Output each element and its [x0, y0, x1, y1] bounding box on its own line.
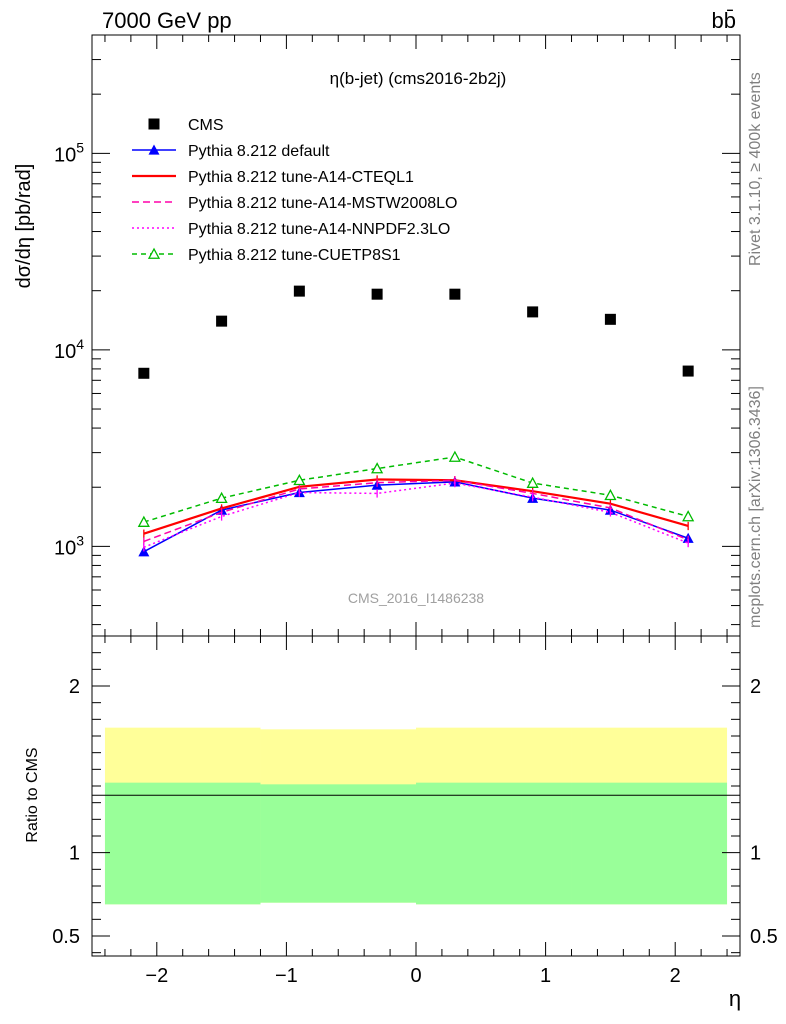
y-tick-label: 2	[69, 676, 80, 698]
series-line	[143, 456, 689, 523]
series-line	[143, 482, 689, 548]
energy-label: 7000 GeV pp	[102, 8, 232, 33]
series-cuetp8s1	[137, 450, 695, 527]
legend: CMS Pythia 8.212 default Pythia 8.212 tune…	[132, 117, 457, 264]
series-cms	[138, 285, 694, 379]
data-point	[148, 118, 160, 130]
data-point	[293, 473, 306, 486]
legend-label: Pythia 8.212 tune-A14-NNPDF2.3LO	[188, 221, 450, 238]
series-a14_nnpdf	[143, 478, 689, 552]
y-tick-label: 105	[54, 139, 84, 166]
legend-label: CMS	[188, 117, 224, 134]
main-series	[137, 285, 695, 557]
x-tick-label: 1	[540, 965, 551, 987]
y-tick-label: 1	[750, 843, 761, 865]
x-tick-label: 2	[670, 965, 681, 987]
y-tick-label: 0.5	[52, 926, 80, 948]
data-point	[293, 285, 305, 297]
legend-label: Pythia 8.212 tune-A14-CTEQL1	[188, 169, 414, 186]
legend-item-a14_mstw: Pythia 8.212 tune-A14-MSTW2008LO	[132, 195, 457, 212]
data-point	[137, 515, 150, 527]
legend-item-cuetp8s1: Pythia 8.212 tune-CUETP8S1	[132, 247, 401, 264]
series-line	[143, 478, 689, 535]
ratio-band-inner	[260, 784, 416, 903]
y-tick-label: 103	[54, 532, 84, 559]
legend-item-default: Pythia 8.212 default	[132, 143, 330, 160]
data-point	[138, 367, 150, 379]
y-tick-label: 104	[54, 336, 84, 363]
data-point	[682, 510, 695, 522]
series-line	[143, 481, 689, 553]
ratio-band-inner	[416, 782, 572, 905]
data-point	[148, 144, 160, 155]
data-point	[682, 365, 694, 377]
ratio-panel: −2 −1 0 1 2 0.5 0.5 1 1 2 2 Ratio to CMS η	[24, 635, 778, 1011]
legend-label: Pythia 8.212 tune-CUETP8S1	[188, 247, 401, 264]
data-point	[527, 306, 539, 318]
ratio-band-inner	[104, 782, 261, 905]
data-point	[604, 313, 616, 325]
series-line	[143, 479, 689, 543]
data-point	[371, 288, 383, 300]
main-axis-ticks: 103 104 105	[54, 34, 740, 636]
x-tick-label: −1	[275, 965, 298, 987]
legend-label: Pythia 8.212 default	[188, 143, 330, 160]
ratio-frame	[91, 635, 741, 957]
mcplots-label: mcplots.cern.ch [arXiv:1306.3436]	[747, 386, 764, 628]
analysis-watermark: CMS_2016_I1486238	[348, 590, 484, 606]
main-panel: 103 104 105 η(b-jet) (cms2016-2b2j) CMS_20…	[13, 34, 741, 637]
chart-title: η(b-jet) (cms2016-2b2j)	[330, 69, 507, 88]
y-tick-label: 0.5	[750, 926, 778, 948]
data-point	[526, 476, 539, 488]
x-tick-label: 0	[410, 965, 421, 987]
data-point	[448, 450, 461, 462]
data-point	[147, 247, 161, 259]
legend-label: Pythia 8.212 tune-A14-MSTW2008LO	[188, 195, 457, 212]
data-point	[371, 462, 384, 474]
legend-item-a14_nnpdf: Pythia 8.212 tune-A14-NNPDF2.3LO	[132, 221, 450, 238]
ratio-axis-ticks: −2 −1 0 1 2 0.5 0.5 1 1 2 2	[52, 636, 778, 987]
legend-item-cms: CMS	[148, 117, 224, 134]
data-point	[216, 315, 228, 327]
ratio-bands	[104, 727, 728, 905]
y-tick-label: 2	[750, 676, 761, 698]
data-point	[449, 288, 461, 300]
y-tick-label: 1	[69, 843, 80, 865]
data-point	[604, 488, 617, 501]
data-point	[215, 491, 228, 504]
process-label: bb̄	[712, 8, 736, 33]
legend-item-a14_cteql1: Pythia 8.212 tune-A14-CTEQL1	[132, 169, 414, 186]
rivet-label: Rivet 3.1.10, ≥ 400k events	[747, 72, 764, 266]
y-axis-label: dσ/dη [pb/rad]	[13, 164, 35, 289]
x-axis-label: η	[729, 986, 741, 1011]
ratio-band-inner	[571, 782, 728, 905]
x-tick-label: −2	[145, 965, 168, 987]
ratio-y-label: Ratio to CMS	[24, 747, 41, 842]
